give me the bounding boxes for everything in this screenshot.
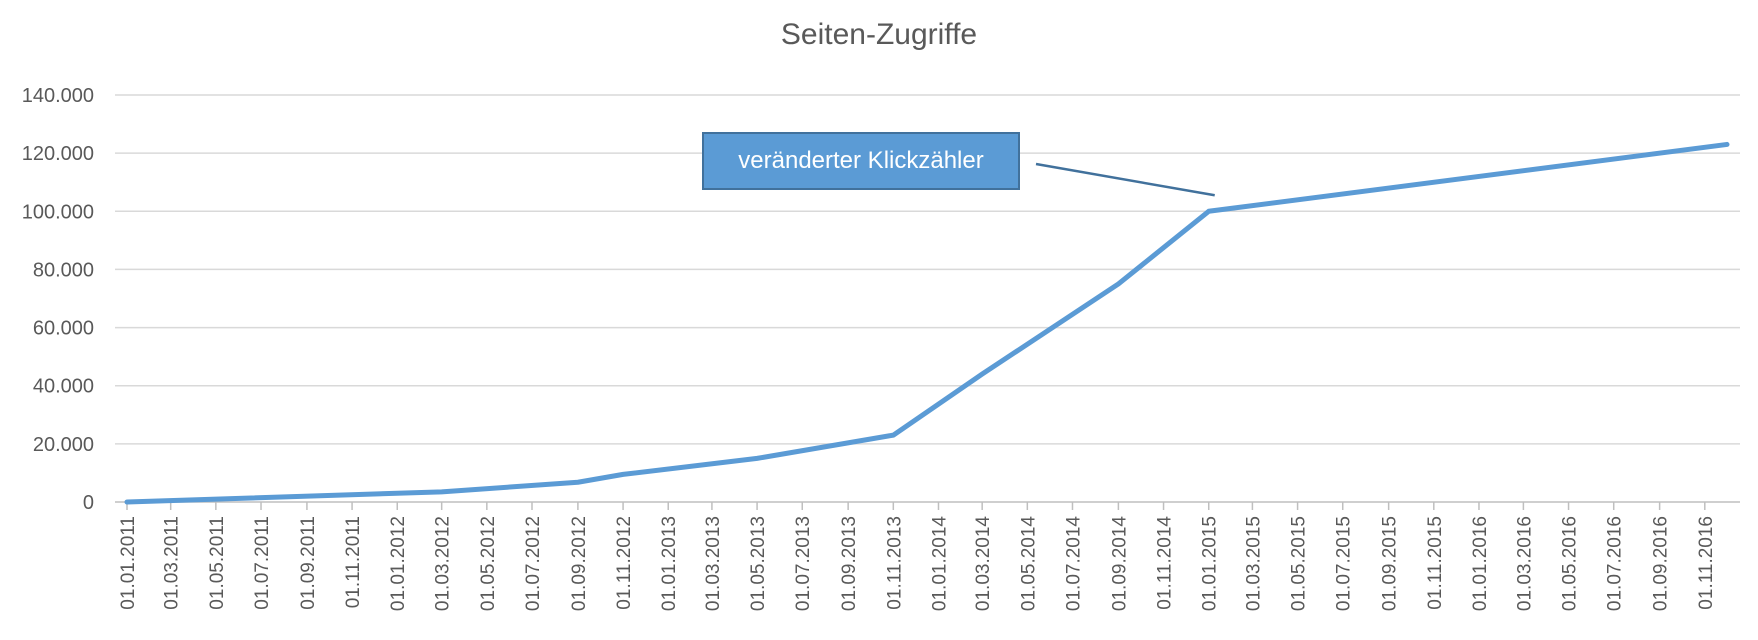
x-tick-label: 01.03.2016: [1514, 516, 1535, 611]
y-tick-label: 120.000: [22, 143, 94, 165]
x-tick-label: 01.09.2016: [1651, 516, 1672, 611]
x-tick-label: 01.09.2011: [298, 516, 319, 610]
x-tick-label: 01.07.2014: [1063, 516, 1084, 612]
x-tick-label: 01.05.2012: [478, 516, 499, 611]
x-tick-label: 01.05.2014: [1018, 516, 1039, 612]
x-tick-label: 01.01.2014: [929, 516, 950, 612]
x-tick-label: 01.03.2012: [433, 516, 454, 611]
x-tick-label: 01.07.2013: [793, 516, 814, 611]
x-tick-label: 01.11.2015: [1425, 516, 1446, 610]
y-tick-label: 140.000: [22, 85, 94, 107]
x-tick-label: 01.11.2016: [1696, 516, 1717, 610]
x-tick-label: 01.11.2011: [343, 516, 364, 608]
x-tick-label: 01.03.2013: [703, 516, 724, 611]
x-tick-label: 01.11.2012: [614, 516, 635, 610]
x-tick-label: 01.07.2011: [252, 516, 273, 610]
x-tick-label: 01.09.2013: [839, 516, 860, 611]
y-tick-label: 40.000: [33, 376, 94, 398]
x-tick-label: 01.01.2012: [388, 516, 409, 611]
y-tick-label: 0: [83, 492, 94, 514]
x-tick-label: 01.05.2011: [207, 516, 228, 610]
y-tick-label: 60.000: [33, 318, 94, 340]
x-tick-label: 01.05.2015: [1289, 516, 1310, 611]
x-tick-label: 01.01.2015: [1200, 516, 1221, 611]
x-tick-label: 01.03.2011: [162, 516, 183, 610]
annotation-callout: veränderter Klickzähler: [702, 132, 1020, 190]
x-tick-label: 01.09.2014: [1109, 516, 1130, 612]
chart-title: Seiten-Zugriffe: [780, 18, 978, 51]
x-tick-label: 01.07.2016: [1605, 516, 1626, 611]
x-tick-label: 01.11.2014: [1155, 516, 1176, 610]
x-tick-label: 01.11.2013: [884, 516, 905, 610]
x-tick-label: 01.05.2013: [748, 516, 769, 611]
x-tick-label: 01.09.2015: [1380, 516, 1401, 611]
x-tick-label: 01.07.2012: [523, 516, 544, 611]
x-tick-label: 01.05.2016: [1560, 516, 1581, 611]
x-tick-label: 01.01.2011: [118, 516, 139, 610]
annotation-leader-line: [1035, 162, 1215, 197]
x-tick-label: 01.01.2016: [1470, 516, 1491, 611]
y-tick-label: 80.000: [33, 259, 94, 281]
x-tick-label: 01.07.2015: [1334, 516, 1355, 611]
series-line: [124, 141, 1730, 505]
x-tick-label: 01.09.2012: [569, 516, 590, 611]
y-tick-label: 100.000: [22, 201, 94, 223]
y-tick-label: 20.000: [33, 434, 94, 456]
x-tick-label: 01.03.2015: [1243, 516, 1264, 611]
x-tick-label: 01.01.2013: [659, 516, 680, 611]
x-tick-label: 01.03.2014: [973, 516, 994, 612]
